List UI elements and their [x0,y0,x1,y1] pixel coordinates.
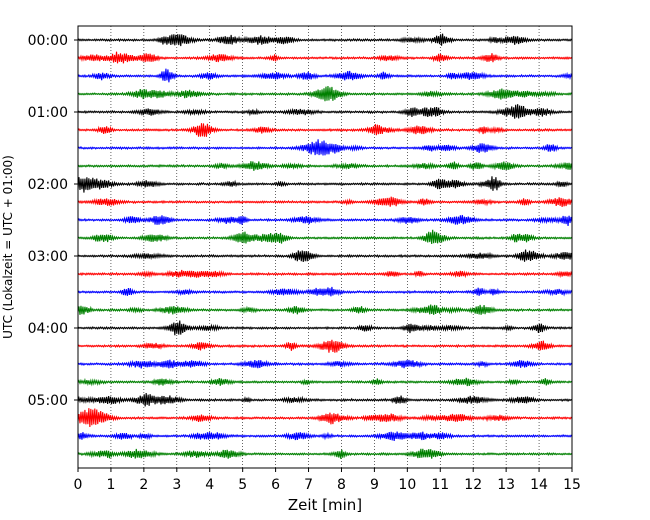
trace-line [77,196,573,207]
plot-frame [77,25,573,469]
trace-line [77,269,573,279]
trace-line [77,304,573,315]
y-tick-label: 03:00 [28,249,68,265]
x-tick-label: 11 [431,477,449,493]
trace-line [77,51,573,64]
x-tick-label: 4 [205,477,214,493]
y-tick-label: 00:00 [28,33,68,49]
trace-line [77,286,573,297]
y-tick-label: 04:00 [28,321,68,337]
y-tick-label: 05:00 [28,393,68,409]
x-tick-label: 1 [106,477,115,493]
x-tick-label: 12 [464,477,482,493]
x-tick-label: 2 [139,477,148,493]
x-tick-label: 0 [74,477,83,493]
x-axis: 0 1 2 3 4 5 6 7 8 9 10 11 12 13 14 15 [74,468,581,493]
x-tick-label: 9 [370,477,379,493]
trace-line [77,33,573,47]
trace-line [77,161,573,171]
x-tick-label: 6 [271,477,280,493]
x-tick-label: 13 [497,477,515,493]
trace-line [77,408,573,427]
y-tick-label: 02:00 [28,177,68,193]
x-tick-label: 5 [238,477,247,493]
y-axis-label: UTC (Lokalzeit = UTC + 01:00) [1,155,15,339]
trace-line [77,139,573,156]
plot-area [77,26,573,468]
trace-line [77,104,573,119]
trace-line [77,229,573,245]
trace-line [77,392,573,407]
trace-line [77,214,573,226]
trace-line [77,431,573,442]
trace-line [77,359,573,369]
trace-line [77,448,573,459]
trace-line [77,249,573,263]
trace-line [77,339,573,353]
y-axis: 00:00 01:00 02:00 03:00 04:00 05:00 [28,33,78,409]
trace-line [77,123,573,137]
trace-line [77,85,573,102]
x-axis-label: Zeit [min] [288,496,362,514]
trace-line [77,320,573,336]
x-tick-label: 15 [563,477,581,493]
trace-line [77,68,573,83]
x-tick-label: 7 [304,477,313,493]
trace-line [77,176,573,193]
y-tick-label: 01:00 [28,105,68,121]
x-tick-label: 3 [172,477,181,493]
x-tick-label: 10 [398,477,416,493]
x-tick-label: 8 [337,477,346,493]
x-tick-label: 14 [530,477,548,493]
trace-line [77,377,573,387]
